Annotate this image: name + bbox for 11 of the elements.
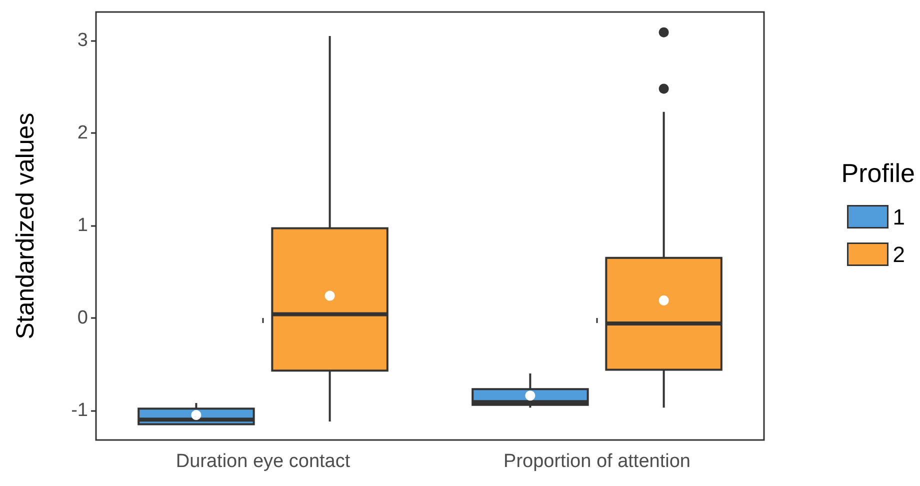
x-tick-label: Duration eye contact — [176, 451, 351, 472]
y-tick-label: 1 — [77, 215, 88, 236]
y-tick-label: 0 — [77, 307, 88, 328]
y-axis-title: Standardized values — [12, 112, 40, 340]
y-tick-label: 3 — [77, 30, 88, 52]
legend-title: Profile — [841, 158, 916, 188]
x-tick-label: Proportion of attention — [504, 451, 690, 472]
legend-label: 2 — [892, 242, 906, 267]
y-tick-label: -1 — [71, 400, 88, 421]
y-tick-label: 2 — [77, 122, 88, 144]
legend-label: 1 — [892, 204, 906, 230]
